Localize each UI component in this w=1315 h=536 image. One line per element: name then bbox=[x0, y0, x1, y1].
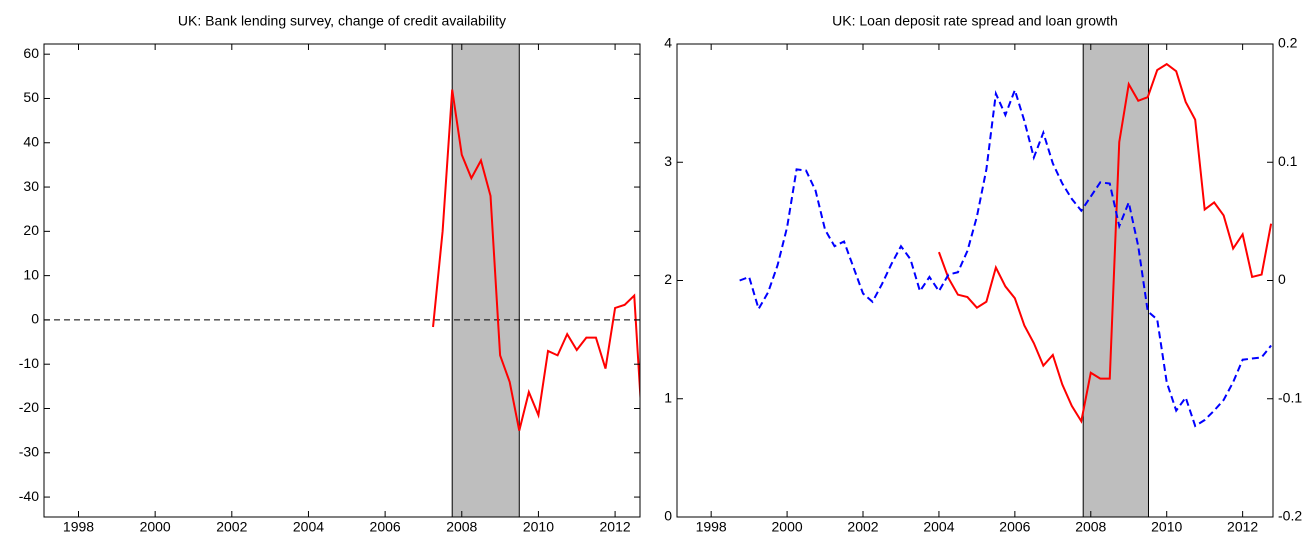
panel: UK: Loan deposit rate spread and loan gr… bbox=[664, 13, 1302, 535]
y2-tick-label: 0.1 bbox=[1278, 153, 1298, 169]
y2-tick-label: -0.1 bbox=[1278, 389, 1302, 405]
x-tick-label: 2010 bbox=[523, 519, 554, 535]
x-tick-label: 2006 bbox=[370, 519, 401, 535]
y-tick-label: 0 bbox=[31, 311, 39, 327]
y-tick-label: 10 bbox=[23, 266, 39, 282]
y-tick-label: 0 bbox=[664, 508, 672, 524]
x-tick-label: 2002 bbox=[216, 519, 247, 535]
data-line bbox=[432, 89, 640, 431]
y-tick-label: 20 bbox=[23, 222, 39, 238]
panel: UK: Bank lending survey, change of credi… bbox=[19, 13, 641, 535]
y-tick-label: -40 bbox=[19, 488, 39, 504]
y-tick-label: 1 bbox=[664, 389, 672, 405]
y2-tick-label: 0 bbox=[1278, 271, 1286, 287]
plot-area bbox=[739, 44, 1273, 517]
y-tick-label: -20 bbox=[19, 399, 39, 415]
x-tick-label: 1998 bbox=[63, 519, 94, 535]
x-tick-label: 2004 bbox=[923, 519, 954, 535]
y-tick-label: -10 bbox=[19, 355, 39, 371]
y-tick-label: 30 bbox=[23, 178, 39, 194]
x-tick-label: 2010 bbox=[1151, 519, 1182, 535]
x-tick-label: 2006 bbox=[999, 519, 1030, 535]
x-tick-label: 2000 bbox=[772, 519, 803, 535]
y-tick-label: 4 bbox=[664, 35, 672, 51]
x-tick-label: 2000 bbox=[140, 519, 171, 535]
x-tick-label: 2004 bbox=[293, 519, 324, 535]
x-tick-label: 2012 bbox=[1227, 519, 1258, 535]
shaded-region bbox=[451, 44, 520, 517]
chart-title: UK: Bank lending survey, change of credi… bbox=[178, 13, 506, 29]
data-line bbox=[739, 87, 1272, 428]
x-tick-label: 2008 bbox=[1075, 519, 1106, 535]
data-line bbox=[938, 62, 1273, 424]
x-tick-label: 2012 bbox=[600, 519, 631, 535]
y-tick-label: 50 bbox=[23, 89, 39, 105]
chart-title: UK: Loan deposit rate spread and loan gr… bbox=[832, 13, 1118, 29]
shaded-region bbox=[1082, 44, 1149, 517]
y-tick-label: 2 bbox=[664, 271, 672, 287]
y-tick-label: -30 bbox=[19, 443, 39, 459]
y2-tick-label: -0.2 bbox=[1278, 508, 1302, 524]
y-tick-label: 60 bbox=[23, 45, 39, 61]
y-tick-label: 40 bbox=[23, 133, 39, 149]
axes-box bbox=[43, 43, 641, 518]
y2-tick-label: 0.2 bbox=[1278, 35, 1298, 51]
x-tick-label: 2008 bbox=[446, 519, 477, 535]
x-tick-label: 2002 bbox=[847, 519, 878, 535]
axes-box bbox=[676, 43, 1274, 518]
plot-area bbox=[44, 44, 640, 517]
y-tick-label: 3 bbox=[664, 153, 672, 169]
x-tick-label: 1998 bbox=[696, 519, 727, 535]
